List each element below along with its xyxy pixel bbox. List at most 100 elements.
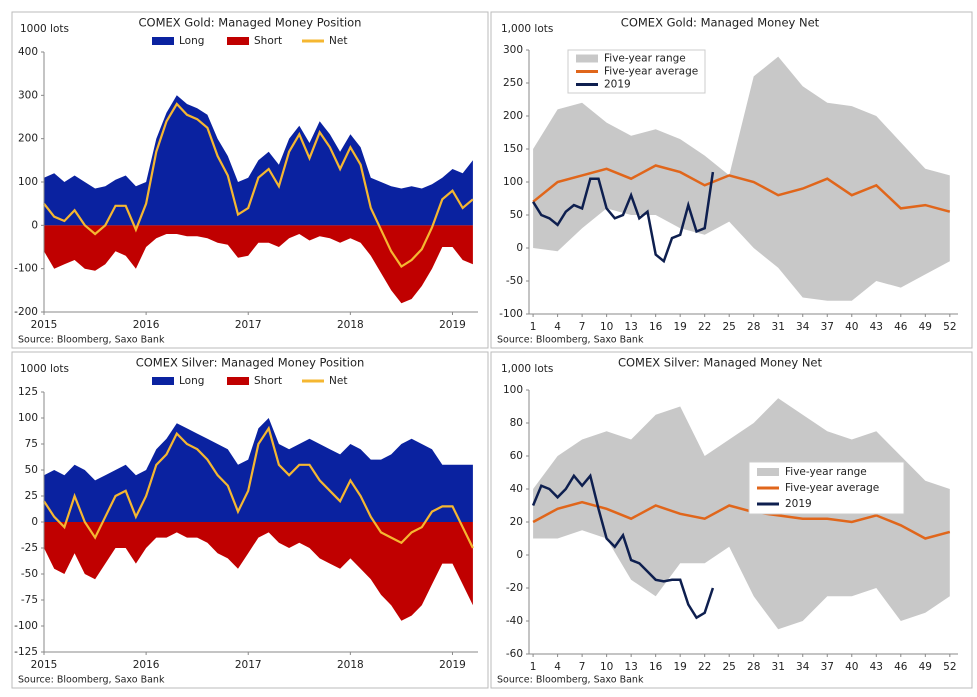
line [43, 102, 474, 269]
y-tick-label: 125 [18, 386, 38, 398]
x-tick-label: 34 [796, 321, 810, 333]
x-tick-label: 10 [600, 321, 613, 333]
legend-label: Five-year range [785, 466, 867, 478]
source: Source: Bloomberg, Saxo Bank [18, 675, 165, 686]
y-axis-unit: 1000 lots [20, 363, 69, 375]
x-tick-label: 25 [723, 321, 736, 333]
y-tick-label: 0 [31, 219, 38, 231]
y-tick-label: 200 [503, 110, 523, 122]
source: Source: Bloomberg, Saxo Bank [18, 335, 165, 346]
legend-label: Net [329, 375, 347, 387]
x-tick-label: 46 [894, 321, 908, 333]
y-tick-label: 0 [516, 242, 523, 254]
y-tick-label: 60 [510, 450, 523, 462]
x-tick-label: 46 [894, 661, 908, 673]
area [44, 95, 473, 226]
legend-swatch [227, 377, 249, 385]
y-tick-label: 80 [510, 417, 523, 429]
y-tick-label: 0 [31, 516, 38, 528]
legend-label: Five-year range [604, 53, 686, 65]
x-tick-label: 31 [772, 661, 785, 673]
y-tick-label: 400 [18, 46, 38, 58]
x-tick-label: 2018 [337, 659, 364, 671]
chart-title: COMEX Silver: Managed Money Net [618, 356, 823, 370]
source: Source: Bloomberg, Saxo Bank [497, 675, 644, 686]
x-tick-label: 43 [870, 661, 883, 673]
x-tick-label: 13 [624, 321, 637, 333]
x-tick-label: 22 [698, 321, 711, 333]
x-tick-label: 10 [600, 661, 613, 673]
y-tick-label: 100 [503, 384, 523, 396]
x-tick-label: 40 [845, 321, 858, 333]
y-tick-label: -100 [499, 308, 523, 320]
y-tick-label: -60 [506, 648, 523, 660]
y-tick-label: -50 [506, 275, 523, 287]
x-tick-label: 2019 [439, 659, 466, 671]
x-tick-label: 2019 [439, 319, 466, 331]
x-tick-label: 7 [579, 321, 586, 333]
y-tick-label: 50 [25, 464, 38, 476]
x-tick-label: 2015 [31, 659, 58, 671]
y-tick-label: 50 [510, 209, 523, 221]
x-tick-label: 28 [747, 661, 760, 673]
y-tick-label: 75 [25, 438, 38, 450]
y-tick-label: 200 [18, 133, 38, 145]
area [44, 225, 473, 304]
x-tick-label: 2018 [337, 319, 364, 331]
y-axis-unit: 1,000 lots [501, 23, 553, 35]
x-tick-label: 19 [673, 321, 686, 333]
x-tick-label: 40 [845, 661, 858, 673]
x-tick-label: 4 [554, 321, 561, 333]
y-tick-label: -25 [21, 542, 38, 554]
x-tick-label: 1 [530, 321, 537, 333]
legend-label: Long [179, 35, 204, 47]
legend-swatch [152, 377, 174, 385]
legend-label: Five-year average [785, 482, 879, 494]
y-tick-label: 100 [503, 176, 523, 188]
legend-swatch [576, 54, 598, 63]
y-tick-label: 25 [25, 490, 38, 502]
x-tick-label: 2015 [31, 319, 58, 331]
y-tick-label: -50 [21, 568, 38, 580]
y-tick-label: 100 [18, 176, 38, 188]
x-tick-label: 37 [821, 321, 834, 333]
legend-label: Short [254, 375, 282, 387]
x-tick-label: 52 [943, 321, 956, 333]
x-tick-label: 22 [698, 661, 711, 673]
y-tick-label: -20 [506, 582, 523, 594]
legend-swatch [152, 37, 174, 45]
x-tick-label: 4 [554, 661, 561, 673]
y-tick-label: -75 [21, 594, 38, 606]
x-tick-label: 43 [870, 321, 883, 333]
legend-label: Short [254, 35, 282, 47]
range-band [533, 398, 950, 630]
x-tick-label: 37 [821, 661, 834, 673]
y-tick-label: 300 [18, 89, 38, 101]
area [44, 418, 473, 522]
x-tick-label: 2016 [133, 659, 160, 671]
x-tick-label: 2017 [235, 659, 262, 671]
chart-title: COMEX Gold: Managed Money Net [621, 16, 820, 30]
legend-label: 2019 [785, 498, 812, 510]
source: Source: Bloomberg, Saxo Bank [497, 335, 644, 346]
legend-swatch [227, 37, 249, 45]
y-tick-label: -200 [14, 306, 38, 318]
y-tick-label: 20 [510, 516, 523, 528]
x-tick-label: 7 [579, 661, 586, 673]
y-tick-label: 100 [18, 412, 38, 424]
legend-label: Long [179, 375, 204, 387]
x-tick-label: 49 [919, 661, 932, 673]
x-tick-label: 52 [943, 661, 956, 673]
x-tick-label: 25 [723, 661, 736, 673]
x-tick-label: 16 [649, 661, 663, 673]
legend-swatch [757, 468, 779, 476]
y-axis-unit: 1,000 lots [501, 363, 553, 375]
legend-label: Five-year average [604, 66, 698, 78]
y-tick-label: 300 [503, 44, 523, 56]
average-line [532, 164, 951, 213]
x-tick-label: 2016 [133, 319, 160, 331]
y-tick-label: 40 [510, 483, 523, 495]
x-tick-label: 28 [747, 321, 760, 333]
y-tick-label: -125 [14, 646, 38, 658]
y-tick-label: 0 [516, 549, 523, 561]
